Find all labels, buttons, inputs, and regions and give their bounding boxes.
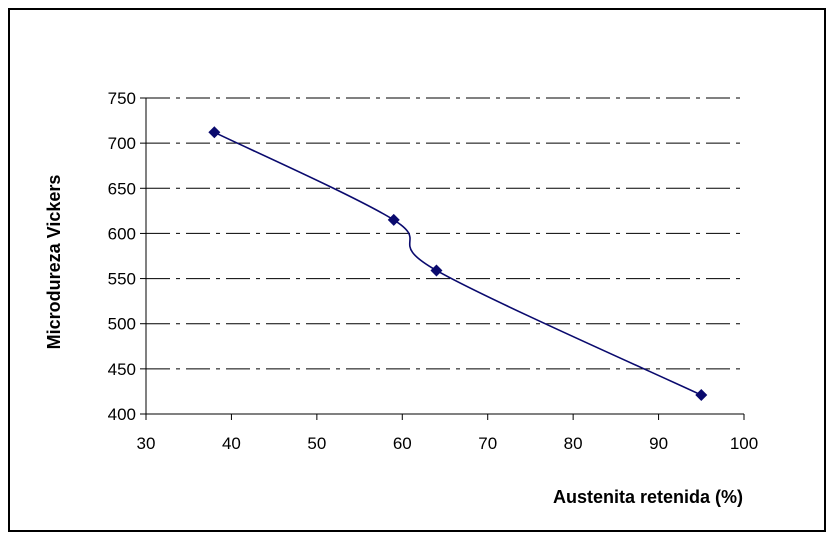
x-axis-title: Austenita retenida (%) bbox=[553, 487, 743, 507]
y-tick-label-650: 650 bbox=[108, 179, 136, 198]
x-tick-label-70: 70 bbox=[478, 434, 497, 453]
data-point-2 bbox=[430, 264, 443, 277]
data-point-1 bbox=[387, 213, 400, 226]
y-tick-label-600: 600 bbox=[108, 224, 136, 243]
x-tick-label-50: 50 bbox=[307, 434, 326, 453]
y-tick-labels: 400 450 500 550 600 650 700 750 bbox=[108, 89, 136, 424]
y-tick-label-450: 450 bbox=[108, 360, 136, 379]
series-line-0 bbox=[213, 131, 702, 396]
x-tick-labels: 30 40 50 60 70 80 90 100 bbox=[137, 434, 759, 453]
x-tick-label-80: 80 bbox=[564, 434, 583, 453]
x-tick-label-60: 60 bbox=[393, 434, 412, 453]
y-tick-label-750: 750 bbox=[108, 89, 136, 108]
series bbox=[208, 126, 708, 402]
x-tick-label-100: 100 bbox=[730, 434, 758, 453]
y-tick-label-500: 500 bbox=[108, 315, 136, 334]
y-tick-label-550: 550 bbox=[108, 270, 136, 289]
chart-frame bbox=[8, 8, 826, 532]
grid-lines bbox=[146, 97, 744, 370]
data-point-0 bbox=[208, 126, 221, 139]
axes bbox=[140, 97, 745, 420]
x-tick-label-40: 40 bbox=[222, 434, 241, 453]
x-tick-label-90: 90 bbox=[649, 434, 668, 453]
x-tick-label-30: 30 bbox=[137, 434, 156, 453]
y-axis-title: Microdureza Vickers bbox=[44, 175, 64, 350]
y-tick-label-400: 400 bbox=[108, 405, 136, 424]
y-tick-label-700: 700 bbox=[108, 134, 136, 153]
data-point-3 bbox=[695, 389, 708, 402]
